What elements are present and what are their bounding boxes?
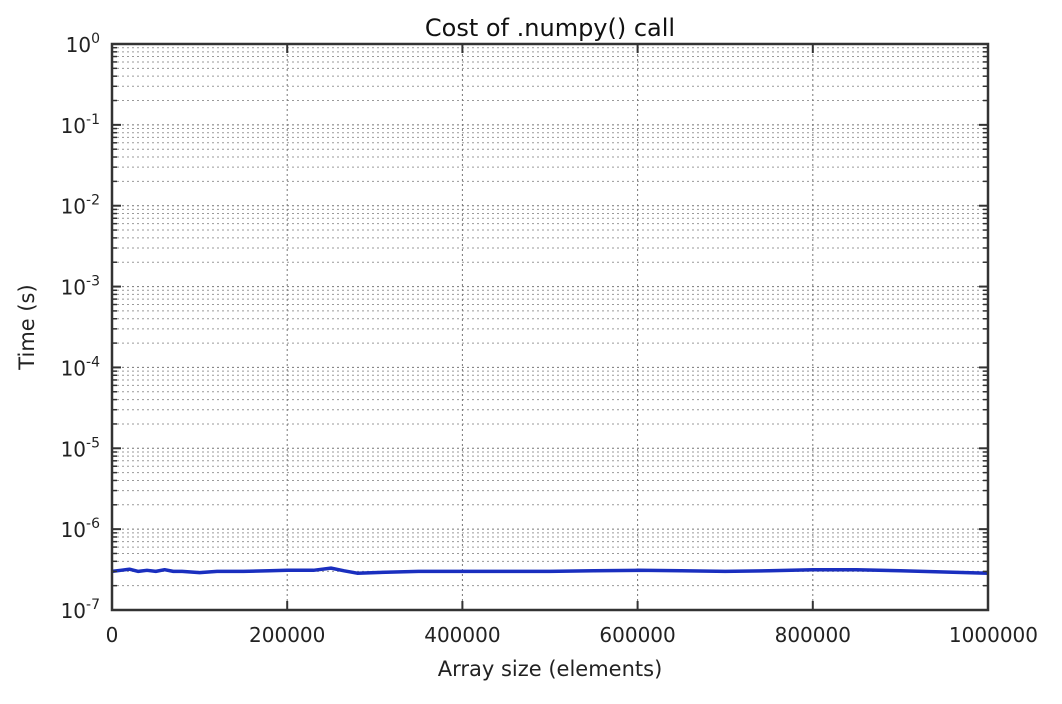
grid: [111, 43, 989, 611]
y-tick-label: 10-7: [61, 597, 100, 623]
x-tick-label: 800000: [775, 623, 851, 647]
y-tick-label: 10-5: [61, 435, 100, 461]
y-tick-label: 10-1: [61, 112, 100, 138]
x-tick-label: 1000000: [949, 623, 1038, 647]
chart-title: Cost of .numpy() call: [425, 14, 675, 42]
series-layer: [111, 566, 989, 575]
plot-frame: [110, 42, 990, 612]
series-line: [111, 566, 989, 575]
y-tick-label: 10-3: [61, 274, 100, 300]
y-axis-label: Time (s): [15, 284, 39, 370]
x-tick-label: 200000: [249, 623, 325, 647]
x-tick-label: 400000: [424, 623, 500, 647]
x-axis-label: Array size (elements): [438, 657, 663, 681]
y-tick-label: 10-2: [61, 193, 100, 219]
y-tick-label: 10-6: [61, 516, 101, 542]
y-tick-label: 10-4: [61, 354, 101, 380]
axis-ticks: 100 10-1 10-2 10-3 10-4 10-5 10-6 10-70 200000 40…: [61, 31, 1038, 647]
x-tick-label: 600000: [599, 623, 675, 647]
x-tick-label: 0: [106, 623, 119, 647]
y-tick-label: 100: [66, 31, 100, 57]
